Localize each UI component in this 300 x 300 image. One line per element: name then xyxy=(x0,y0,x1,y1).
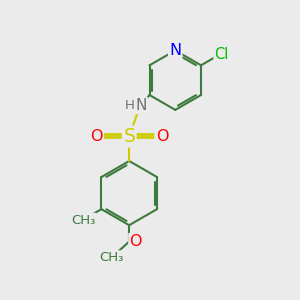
Text: O: O xyxy=(90,129,103,144)
Text: O: O xyxy=(130,234,142,249)
Text: O: O xyxy=(156,129,168,144)
Text: N: N xyxy=(135,98,147,113)
Text: CH₃: CH₃ xyxy=(99,251,124,264)
Text: Cl: Cl xyxy=(214,47,229,62)
Text: N: N xyxy=(169,43,181,58)
Text: CH₃: CH₃ xyxy=(71,214,95,227)
Text: H: H xyxy=(124,99,134,112)
Text: S: S xyxy=(123,127,135,146)
